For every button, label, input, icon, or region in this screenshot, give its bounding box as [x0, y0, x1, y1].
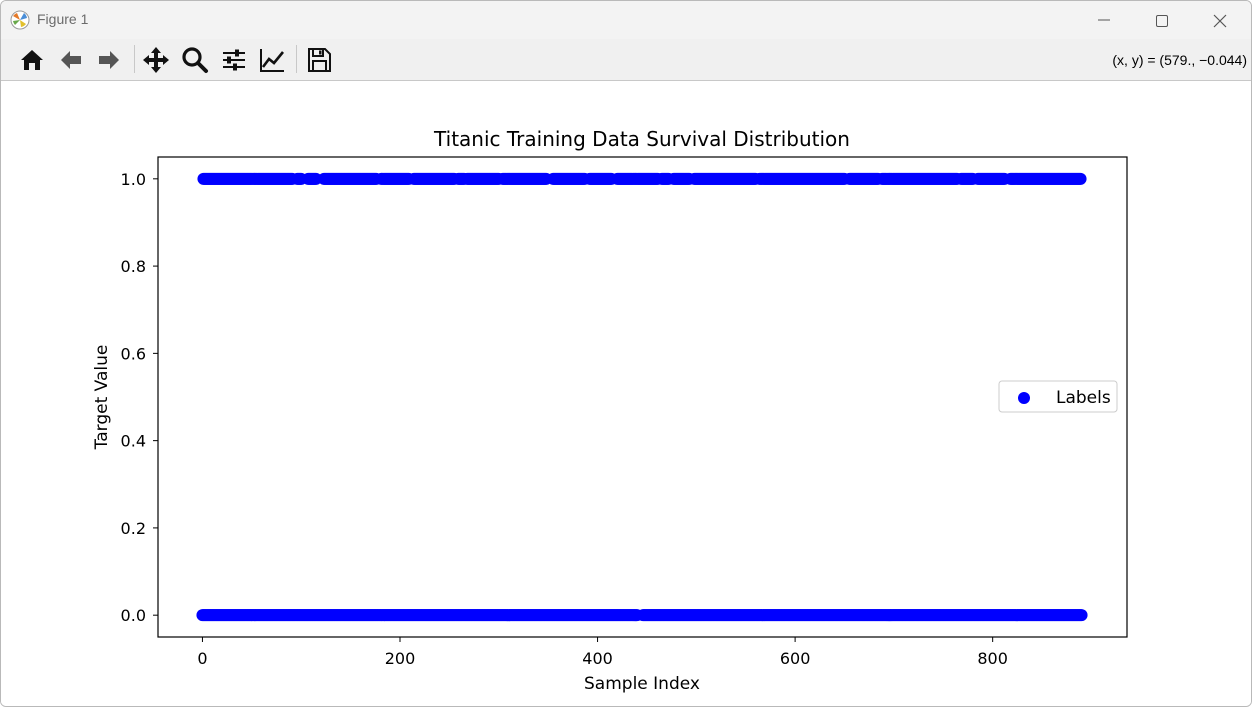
plot-area-frame — [157, 156, 1128, 638]
scatter-chart[interactable]: Titanic Training Data Survival Distribut… — [1, 81, 1251, 706]
forward-arrow-icon — [99, 51, 119, 69]
x-tick-label: 600 — [780, 649, 811, 668]
configure-subplots-icon — [223, 49, 245, 71]
maximize-icon — [1156, 15, 1168, 27]
x-axis-label: Sample Index — [584, 674, 700, 694]
y-tick-label: 0.2 — [121, 519, 146, 538]
minimize-icon — [1098, 19, 1110, 21]
home-button[interactable] — [15, 43, 49, 77]
matplotlib-logo-icon — [10, 10, 30, 30]
y-axis-label: Target Value — [92, 345, 112, 451]
save-button[interactable] — [302, 43, 336, 77]
close-button[interactable] — [1191, 1, 1249, 39]
close-icon — [1213, 14, 1227, 28]
window-title: Figure 1 — [37, 11, 89, 27]
y-tick-label: 0.6 — [121, 344, 146, 363]
x-tick-label: 400 — [582, 649, 613, 668]
x-tick-label: 800 — [977, 649, 1008, 668]
maximize-button[interactable] — [1133, 1, 1191, 39]
edit-axis-button[interactable] — [255, 43, 289, 77]
x-tick-label: 0 — [197, 649, 207, 668]
zoom-button[interactable] — [178, 43, 212, 77]
data-points — [196, 172, 1088, 622]
x-axis-ticks: 0 200 400 600 800 — [197, 637, 1008, 668]
back-arrow-icon — [61, 51, 81, 69]
legend-marker — [1018, 392, 1030, 404]
y-tick-label: 0.0 — [121, 606, 146, 625]
navigation-toolbar: (x, y) = (579., −0.044) — [1, 39, 1251, 81]
figure-canvas[interactable]: Titanic Training Data Survival Distribut… — [1, 81, 1251, 706]
data-point — [1075, 609, 1088, 622]
data-point — [1074, 172, 1087, 185]
toolbar-separator — [296, 45, 297, 73]
title-bar: Figure 1 — [1, 1, 1251, 39]
legend: Labels — [998, 380, 1118, 413]
legend-label: Labels — [1056, 388, 1111, 408]
back-button[interactable] — [54, 43, 88, 77]
y-axis-ticks: 0.0 0.2 0.4 0.6 0.8 1.0 — [121, 170, 158, 625]
edit-axis-icon — [260, 49, 285, 72]
minimize-button[interactable] — [1075, 1, 1133, 39]
pan-button[interactable] — [139, 43, 173, 77]
y-tick-label: 0.8 — [121, 257, 146, 276]
configure-subplots-button[interactable] — [217, 43, 251, 77]
chart-title: Titanic Training Data Survival Distribut… — [433, 127, 850, 151]
toolbar-separator — [134, 45, 135, 73]
x-tick-label: 200 — [385, 649, 416, 668]
pan-icon — [143, 47, 169, 73]
y-tick-label: 1.0 — [121, 170, 146, 189]
cursor-coordinates: (x, y) = (579., −0.044) — [1112, 52, 1247, 68]
save-icon — [308, 48, 331, 72]
forward-button[interactable] — [92, 43, 126, 77]
home-icon — [21, 50, 43, 70]
zoom-icon — [182, 47, 208, 73]
y-tick-label: 0.4 — [121, 432, 146, 451]
